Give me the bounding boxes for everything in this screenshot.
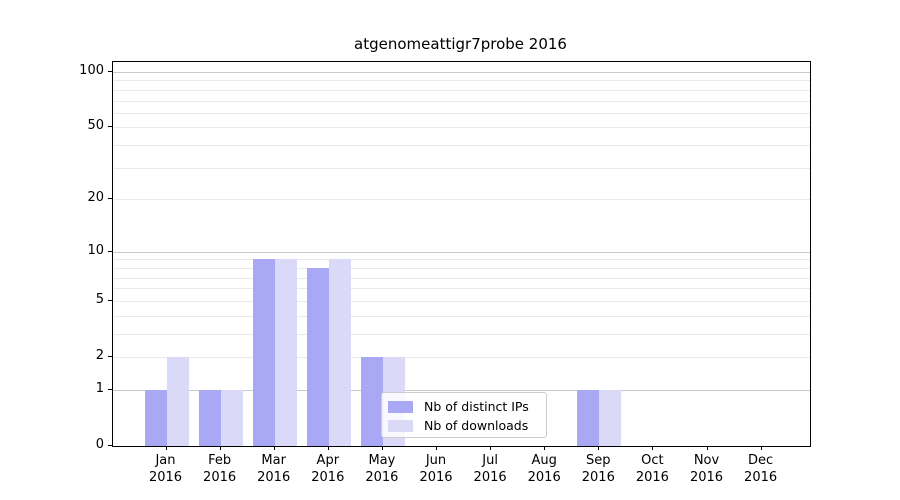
x-tick-label-apr: Apr 2016 [311, 453, 345, 485]
bar-mar-downloads [274, 259, 297, 446]
gridline-minor-30 [113, 167, 810, 169]
gridline-minor-3 [113, 333, 810, 335]
y-tick-label-20: 20 [87, 190, 104, 206]
bar-mar-ips [252, 259, 275, 446]
x-tick-aug [544, 446, 546, 450]
x-tick-dec [760, 446, 762, 450]
y-tick-100 [108, 71, 112, 72]
gridline-major-10 [113, 251, 810, 253]
x-tick-apr [327, 446, 329, 450]
gridline-minor-70 [113, 100, 810, 102]
legend-swatch-downloads [388, 419, 413, 432]
x-tick-label-oct: Oct 2016 [635, 453, 669, 485]
y-tick-label-1: 1 [95, 380, 104, 396]
x-tick-label-mar: Mar 2016 [257, 453, 291, 485]
legend-label-distinct-ips: Nb of distinct IPs [424, 399, 529, 414]
x-tick-label-nov: Nov 2016 [689, 453, 724, 485]
bar-sep-ips [577, 389, 600, 446]
gridline-minor-40 [113, 145, 810, 147]
gridline-minor-5 [113, 300, 810, 302]
gridline-minor-7 [113, 277, 810, 279]
gridline-major-100 [113, 72, 810, 73]
y-tick-1 [108, 388, 112, 390]
x-tick-label-aug: Aug 2016 [527, 453, 561, 485]
x-tick-sep [598, 446, 600, 450]
legend-entry-distinct-ips: Nb of distinct IPs [388, 397, 540, 416]
bar-may-ips [360, 357, 383, 446]
bar-sep-downloads [599, 389, 622, 446]
x-tick-mar [273, 446, 275, 450]
y-tick-0 [108, 445, 112, 446]
y-tick-label-100: 100 [79, 63, 104, 78]
legend: Nb of distinct IPs Nb of downloads [381, 392, 547, 438]
x-tick-jul [490, 446, 492, 450]
bar-apr-ips [306, 267, 329, 446]
x-tick-oct [652, 446, 654, 450]
x-tick-label-may: May 2016 [365, 453, 399, 485]
x-tick-label-feb: Feb 2016 [203, 453, 237, 485]
legend-label-downloads: Nb of downloads [424, 418, 529, 433]
x-tick-label-sep: Sep 2016 [581, 453, 615, 485]
chart-title: atgenomeattigr7probe 2016 [354, 35, 567, 53]
gridline-minor-60 [113, 112, 810, 114]
x-tick-jan [165, 446, 167, 450]
y-tick-label-5: 5 [95, 291, 104, 307]
x-tick-label-jun: Jun 2016 [419, 453, 453, 485]
gridline-minor-2 [113, 357, 810, 358]
y-tick-20 [108, 198, 112, 200]
y-tick-10 [108, 250, 112, 252]
y-tick-2 [108, 356, 112, 357]
legend-entry-downloads: Nb of downloads [388, 416, 540, 435]
gridline-minor-90 [113, 80, 810, 82]
y-tick-label-2: 2 [95, 348, 104, 363]
y-tick-label-0: 0 [95, 437, 104, 452]
y-tick-label-50: 50 [87, 118, 104, 134]
y-tick-label-10: 10 [87, 242, 104, 258]
gridline-minor-80 [113, 89, 810, 91]
bar-feb-downloads [220, 389, 243, 446]
bar-jan-ips [144, 389, 167, 446]
x-tick-jun [436, 446, 437, 450]
x-tick-may [381, 446, 383, 450]
gridline-minor-6 [113, 288, 810, 290]
x-tick-label-jul: Jul 2016 [473, 453, 507, 485]
bar-apr-downloads [328, 259, 351, 446]
bar-feb-ips [198, 389, 221, 446]
gridline-minor-20 [113, 199, 810, 201]
gridline-major-1 [113, 389, 810, 391]
gridline-minor-4 [113, 315, 810, 317]
y-tick-5 [108, 299, 112, 301]
y-tick-50 [108, 126, 112, 128]
x-tick-nov [706, 446, 708, 450]
x-tick-label-jan: Jan 2016 [148, 453, 183, 485]
x-tick-feb [219, 446, 221, 450]
plot-area [112, 61, 811, 447]
gridline-minor-8 [113, 267, 810, 269]
gridline-minor-9 [113, 259, 810, 261]
bar-jan-downloads [166, 357, 189, 446]
gridline-minor-50 [113, 127, 810, 129]
legend-swatch-distinct-ips [388, 400, 413, 413]
x-tick-label-dec: Dec 2016 [744, 453, 778, 485]
